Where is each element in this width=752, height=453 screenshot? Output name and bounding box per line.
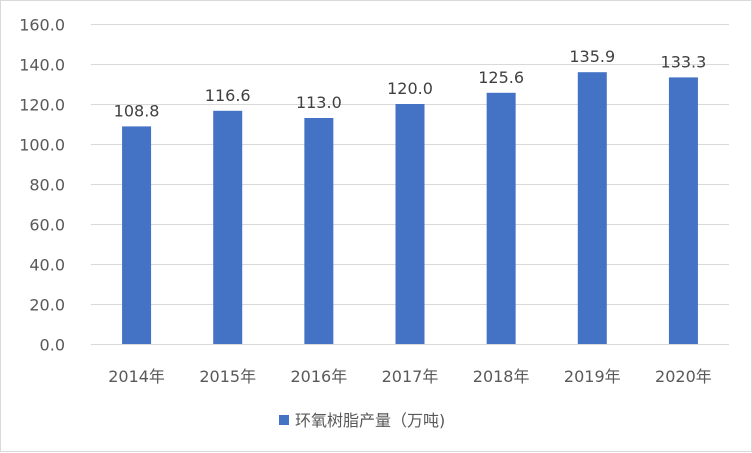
data-label: 108.8 (114, 101, 160, 120)
data-label: 116.6 (205, 86, 251, 105)
x-tick-label: 2016年 (290, 367, 347, 386)
legend: 环氧树脂产量（万吨) (279, 411, 445, 430)
bar (395, 104, 425, 344)
y-tick-label: 20.0 (29, 296, 65, 315)
x-tick-label: 2017年 (382, 367, 439, 386)
y-axis-tick-labels: 0.0 20.0 40.0 60.0 80.0 100.0 120.0 140.0 160.0 (19, 16, 65, 355)
data-labels: 108.8 116.6 113.0 120.0 125.6 135.9 133.3 (114, 47, 707, 120)
y-tick-label: 40.0 (29, 256, 65, 275)
data-label: 113.0 (296, 93, 342, 112)
y-tick-label: 120.0 (19, 96, 65, 115)
legend-label: 环氧树脂产量（万吨) (295, 411, 445, 430)
bar (304, 118, 334, 344)
x-tick-label: 2018年 (473, 367, 530, 386)
x-tick-label: 2014年 (108, 367, 165, 386)
y-tick-label: 0.0 (40, 336, 65, 355)
y-tick-label: 140.0 (19, 56, 65, 75)
bar (486, 92, 516, 344)
data-label: 135.9 (569, 47, 615, 66)
bar (577, 72, 607, 344)
bar (122, 126, 152, 345)
bar (668, 77, 698, 345)
data-label: 133.3 (661, 52, 707, 71)
data-label: 125.6 (478, 68, 524, 87)
x-tick-label: 2019年 (564, 367, 621, 386)
x-tick-label: 2020年 (655, 367, 712, 386)
y-tick-label: 60.0 (29, 216, 65, 235)
y-tick-label: 160.0 (19, 16, 65, 35)
data-label: 120.0 (387, 79, 433, 98)
bars (122, 72, 698, 345)
bar (213, 110, 243, 344)
x-axis-tick-labels: 2014年 2015年 2016年 2017年 2018年 2019年 2020年 (108, 367, 712, 386)
y-tick-label: 100.0 (19, 136, 65, 155)
y-tick-label: 80.0 (29, 176, 65, 195)
x-tick-label: 2015年 (199, 367, 256, 386)
legend-swatch (279, 415, 289, 425)
